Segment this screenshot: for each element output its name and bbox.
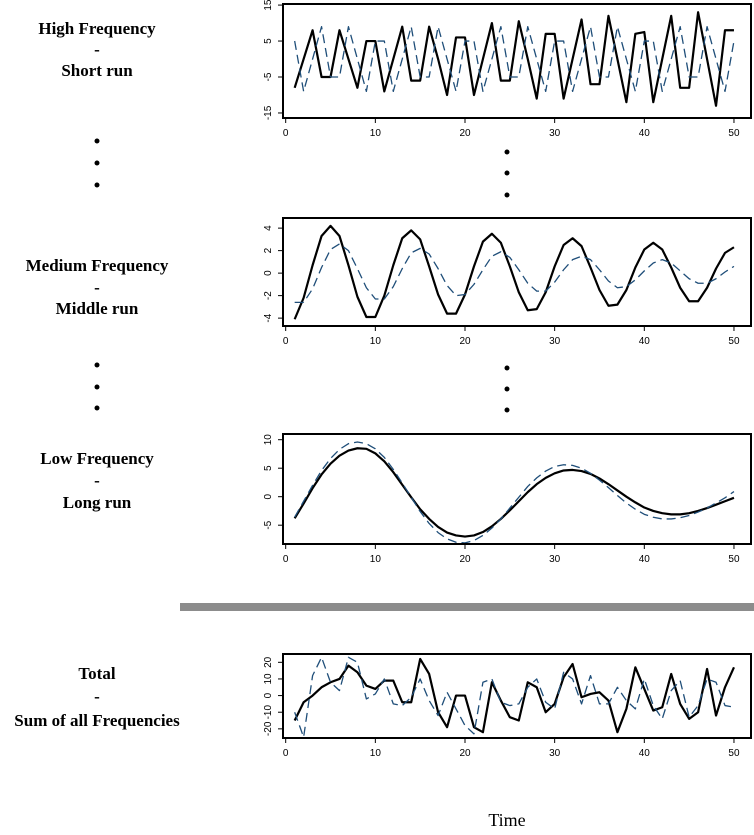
x-tick-label: 50 <box>728 748 740 759</box>
y-tick-label: -5 <box>263 72 274 81</box>
separator-bar <box>180 603 754 611</box>
y-tick-label: -2 <box>263 291 274 300</box>
y-tick-label: 0 <box>263 270 274 276</box>
dot <box>94 405 100 411</box>
dot <box>94 160 100 166</box>
x-tick-label: 10 <box>370 554 382 565</box>
y-tick-label: 2 <box>263 247 274 253</box>
y-tick-label: 0 <box>263 692 274 698</box>
x-tick-label: 50 <box>728 128 740 139</box>
dot <box>504 386 510 392</box>
x-tick-label: 0 <box>283 128 289 139</box>
plot-frame <box>282 3 752 119</box>
dot <box>94 362 100 368</box>
x-tick-label: 10 <box>370 336 382 347</box>
x-tick-label: 30 <box>549 128 561 139</box>
y-tick-label: -20 <box>263 721 274 736</box>
panel-label: Low Frequency <box>40 449 154 468</box>
y-tick-label: 5 <box>263 38 274 44</box>
x-tick-label: 20 <box>459 128 471 139</box>
series-line <box>294 26 735 93</box>
panel-label: - <box>94 278 100 297</box>
dot <box>94 138 100 144</box>
y-tick-label: -4 <box>263 313 274 322</box>
x-tick-label: 20 <box>459 336 471 347</box>
panel-label: - <box>94 687 100 706</box>
x-tick-label: 30 <box>549 554 561 565</box>
panel-label: Total <box>78 664 115 683</box>
y-tick-label: -15 <box>263 105 274 120</box>
panel-label: - <box>94 40 100 59</box>
x-tick-label: 10 <box>370 748 382 759</box>
x-tick-label: 20 <box>459 554 471 565</box>
series-line <box>294 441 735 544</box>
dot <box>504 170 510 176</box>
x-tick-label: 50 <box>728 336 740 347</box>
series-line <box>293 224 735 320</box>
x-tick-label: 10 <box>370 128 382 139</box>
y-tick-label: 20 <box>263 656 274 668</box>
x-tick-label: 30 <box>549 748 561 759</box>
series-line <box>294 243 735 304</box>
dot <box>504 407 510 413</box>
panel-label: Medium Frequency <box>26 256 169 275</box>
panel-label: Short run <box>61 61 133 80</box>
panel-label: - <box>94 471 100 490</box>
x-tick-label: 40 <box>639 554 651 565</box>
x-tick-label: 40 <box>639 748 651 759</box>
y-tick-label: 10 <box>263 673 274 685</box>
x-axis-label: Time <box>488 810 525 830</box>
y-tick-label: -5 <box>263 520 274 529</box>
y-tick-label: 15 <box>263 0 274 11</box>
dot <box>504 149 510 155</box>
ellipsis-dots <box>94 138 510 413</box>
series-line <box>294 656 735 738</box>
x-tick-label: 0 <box>283 336 289 347</box>
series-line <box>293 447 735 538</box>
dot <box>94 384 100 390</box>
x-tick-label: 20 <box>459 748 471 759</box>
dot <box>504 365 510 371</box>
series-line <box>293 657 735 734</box>
x-tick-label: 0 <box>283 748 289 759</box>
y-tick-label: -10 <box>263 705 274 720</box>
x-tick-label: 40 <box>639 128 651 139</box>
plot-frame <box>282 433 752 545</box>
panel-label: Long run <box>63 493 132 512</box>
x-tick-label: 30 <box>549 336 561 347</box>
x-tick-label: 0 <box>283 554 289 565</box>
dot <box>94 182 100 188</box>
y-tick-label: 5 <box>263 465 274 471</box>
panel-label: High Frequency <box>38 19 156 38</box>
x-tick-label: 40 <box>639 336 651 347</box>
plot-frame <box>282 653 752 739</box>
plot-frame <box>282 217 752 327</box>
y-tick-label: 10 <box>263 434 274 446</box>
y-tick-label: 4 <box>263 225 274 231</box>
x-tick-label: 50 <box>728 554 740 565</box>
panel-label: Middle run <box>56 299 139 318</box>
panel-label: Sum of all Frequencies <box>14 711 180 730</box>
series-line <box>293 11 734 107</box>
y-tick-label: 0 <box>263 493 274 499</box>
dot <box>504 192 510 198</box>
